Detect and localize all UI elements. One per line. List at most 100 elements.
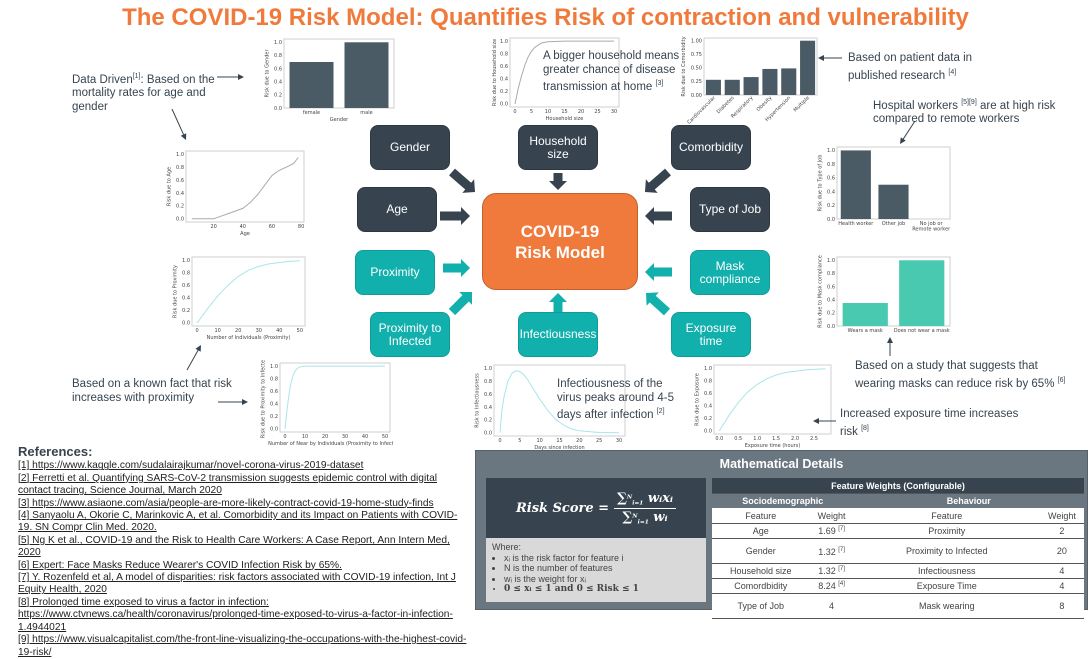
reference-link[interactable]: [2] Ferretti et al. Quantifying SARS-CoV… bbox=[18, 473, 468, 498]
y-tick-label: 0.8 bbox=[827, 271, 835, 277]
y-tick-label: 0.75 bbox=[691, 52, 702, 58]
x-tick-label: 30 bbox=[611, 109, 617, 115]
x-tick-label: 10 bbox=[536, 438, 542, 444]
reference-link[interactable]: [4] Sanyaolu A, Okorie C, Marinkovic A, … bbox=[18, 510, 468, 535]
x-tick-label: 10 bbox=[302, 434, 308, 440]
poster-title: The COVID-19 Risk Model: Quantifies Risk… bbox=[0, 4, 1091, 32]
y-tick-label: 0.2 bbox=[484, 418, 492, 424]
x-tick-label: 40 bbox=[240, 224, 246, 230]
y-tick-label: 0.0 bbox=[827, 217, 835, 223]
bar-wears-a-mask bbox=[843, 303, 888, 326]
x-tick-label: 30 bbox=[256, 328, 262, 334]
weight-value: 8.24 bbox=[818, 581, 836, 591]
table-title: Feature Weights (Configurable) bbox=[712, 478, 1084, 494]
arrow-comorbidity-icon bbox=[639, 165, 674, 199]
citation: [1] bbox=[133, 73, 141, 80]
y-tick-label: 0.6 bbox=[827, 176, 835, 182]
x-tick-label: 0.0 bbox=[715, 436, 723, 442]
y-axis-label: Risk due to Proximity bbox=[172, 265, 178, 318]
weight-cell: 1.32 [7] bbox=[810, 539, 854, 564]
y-axis-label: Risk due to Age bbox=[166, 167, 172, 206]
y-tick-label: 0.0 bbox=[500, 102, 508, 108]
note-text: Based on a known fact that risk increase… bbox=[72, 378, 232, 404]
x-tick-label: 15 bbox=[556, 438, 562, 444]
x-axis-label: Household size bbox=[546, 116, 584, 122]
node-household-size: Household size bbox=[518, 125, 598, 170]
y-tick-label: 0.0 bbox=[704, 429, 712, 435]
risk-score-formula: Risk Score = ∑Ni=1 wᵢxᵢ ∑Ni=1 wᵢ bbox=[486, 478, 706, 538]
definition-item: xᵢ is the risk factor for feature i bbox=[504, 553, 700, 564]
node-label: Infectiousness bbox=[520, 328, 597, 341]
x-tick-label: 40 bbox=[362, 434, 368, 440]
y-tick-label: 0.6 bbox=[500, 64, 508, 70]
x-tick-label: 20 bbox=[578, 109, 584, 115]
definition-item: 0 ≤ xᵢ ≤ 1 and 0 ≤ Risk ≤ 1 bbox=[504, 584, 700, 595]
x-tick-label: 30 bbox=[342, 434, 348, 440]
y-tick-label: 0.6 bbox=[182, 283, 190, 289]
arrow-infectiousness-icon bbox=[549, 293, 567, 312]
reference-link[interactable]: [6] Expert: Face Masks Reduce Wearer's C… bbox=[18, 560, 468, 572]
node-label: Comorbidity bbox=[679, 141, 743, 154]
group-header: Sociodemographic bbox=[712, 494, 854, 509]
weight-cell: 4 bbox=[810, 594, 854, 619]
y-tick-label: 0.00 bbox=[691, 93, 702, 99]
x-tick-label: 25 bbox=[594, 109, 600, 115]
y-tick-label: 0.4 bbox=[827, 298, 835, 304]
references: References: [1] https://www.kaggle.com/s… bbox=[18, 446, 468, 659]
reference-link[interactable]: [7] Y. Rozenfeld et al, A model of dispa… bbox=[18, 572, 468, 597]
x-tick-label: 0 bbox=[513, 109, 516, 115]
y-tick-label: 1.0 bbox=[270, 364, 278, 370]
arrow-job-icon bbox=[645, 207, 672, 225]
bar-male bbox=[345, 42, 389, 108]
weight-value: 1.32 bbox=[818, 566, 836, 576]
arrow-proximity-icon bbox=[443, 259, 470, 277]
weight-value: 1.32 bbox=[818, 547, 836, 557]
node-label: Proximity to Infected bbox=[375, 322, 445, 348]
reference-link[interactable]: [9] https://www.visualcapitalist.com/the… bbox=[18, 634, 468, 659]
citation: [2] bbox=[657, 408, 665, 415]
y-tick-label: 1.0 bbox=[500, 39, 508, 45]
reference-link[interactable]: [8] Prolonged time exposed to virus a fa… bbox=[18, 597, 468, 634]
y-tick-label: 1.0 bbox=[827, 148, 835, 154]
definition-item: N is the number of features bbox=[504, 563, 700, 574]
y-axis-label: Risk due to Exposure bbox=[694, 373, 700, 426]
where-label: Where: bbox=[492, 542, 700, 553]
x-tick-label: 2.0 bbox=[791, 436, 799, 442]
x-tick-label: 0.5 bbox=[734, 436, 742, 442]
plot-frame bbox=[280, 363, 390, 432]
reference-link[interactable]: [5] Ng K et al., COVID-19 and the Risk t… bbox=[18, 535, 468, 560]
reference-link[interactable]: [1] https://www.kaggle.com/sudalairajkum… bbox=[18, 460, 468, 472]
y-tick-label: 0.4 bbox=[704, 404, 712, 410]
y-axis-label: Risk due to Household size bbox=[492, 39, 498, 106]
y-tick-label: 0.50 bbox=[691, 66, 702, 72]
y-tick-label: 0.8 bbox=[704, 378, 712, 384]
formula-lhs: Risk Score = bbox=[516, 501, 609, 516]
weight-cell: 4 bbox=[1040, 564, 1084, 579]
weight-cell: 1.69 [7] bbox=[810, 524, 854, 539]
reference-link[interactable]: [3] https://www.asiaone.com/asia/people-… bbox=[18, 498, 468, 510]
plot-frame bbox=[704, 38, 817, 95]
y-axis-label: Risk due to Mask compliance bbox=[817, 255, 823, 328]
y-tick-label: 0.8 bbox=[270, 376, 278, 382]
x-tick-label: 30 bbox=[616, 438, 622, 444]
weight-cell: 1.32 [7] bbox=[810, 564, 854, 579]
note-comorbidity: Based on patient data in published resea… bbox=[848, 52, 983, 83]
citation: [8] bbox=[861, 425, 869, 432]
x-tick-label: 40 bbox=[276, 328, 282, 334]
y-tick-label: 0.0 bbox=[176, 217, 184, 223]
weight-cell: 20 bbox=[1040, 539, 1084, 564]
node-label: Gender bbox=[390, 141, 430, 154]
plot-frame bbox=[192, 257, 305, 326]
x-tick-label: female bbox=[303, 110, 320, 116]
column-header: Feature bbox=[712, 509, 810, 524]
note-household: A bigger household means greater chance … bbox=[543, 50, 681, 94]
y-tick-label: 0.0 bbox=[484, 431, 492, 437]
node-type-of-job: Type of Job bbox=[690, 187, 770, 232]
